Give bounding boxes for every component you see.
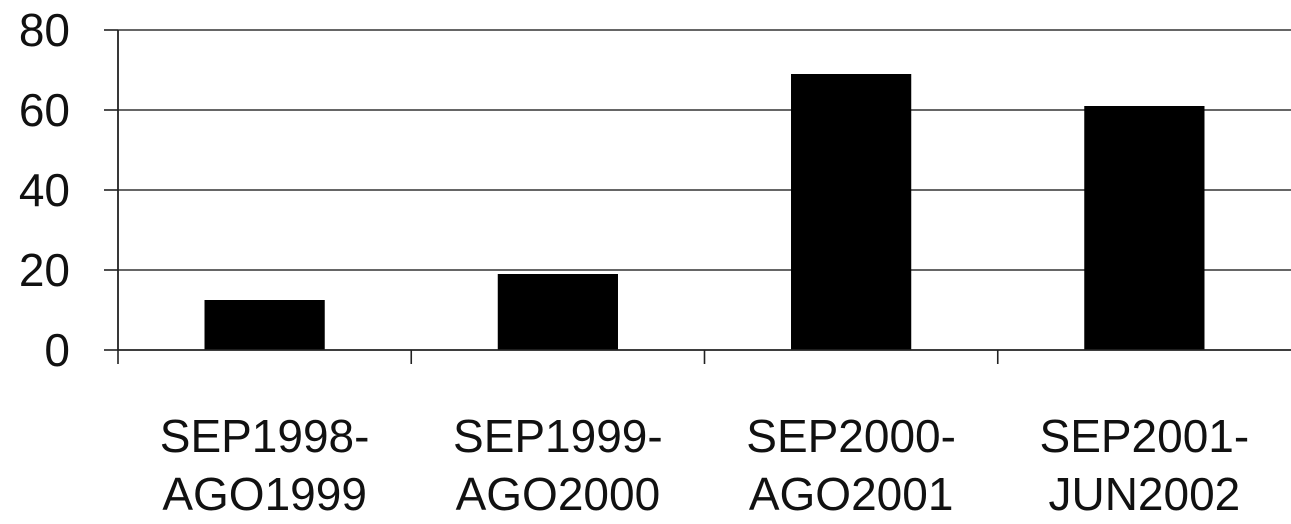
y-tick-label-80: 80 [19, 4, 70, 56]
x-tick-label-3: SEP2001- JUN2002 [1040, 410, 1250, 520]
x-tick-label-1-line-0: SEP1999- [453, 410, 663, 462]
x-tick-label-3-line-0: SEP2001- [1040, 410, 1250, 462]
x-tick-label-1-line-1: AGO2000 [456, 468, 661, 520]
x-tick-label-2-line-1: AGO2001 [749, 468, 954, 520]
x-tick-label-1: SEP1999- AGO2000 [453, 410, 663, 520]
y-tick-label-60: 60 [19, 84, 70, 136]
y-tick-label-40: 40 [19, 164, 70, 216]
x-tick-label-0-line-0: SEP1998- [160, 410, 370, 462]
x-tick-label-0-line-1: AGO1999 [162, 468, 367, 520]
axes [104, 29, 1291, 364]
x-tick-label-0: SEP1998- AGO1999 [160, 410, 370, 520]
bar-0 [204, 300, 325, 350]
bars [204, 74, 1205, 350]
bar-1 [497, 274, 618, 350]
y-tick-label-20: 20 [19, 244, 70, 296]
x-tick-labels: SEP1998- AGO1999 SEP1999- AGO2000 SEP2000- AG… [160, 410, 1249, 520]
bar-3 [1084, 106, 1205, 350]
y-tick-labels: 0 20 40 60 80 [19, 4, 70, 376]
bar-2 [791, 74, 912, 350]
x-tick-label-3-line-1: JUN2002 [1048, 468, 1240, 520]
x-tick-label-2-line-0: SEP2000- [746, 410, 956, 462]
y-tick-label-0: 0 [44, 324, 70, 376]
x-tick-label-2: SEP2000- AGO2001 [746, 410, 956, 520]
